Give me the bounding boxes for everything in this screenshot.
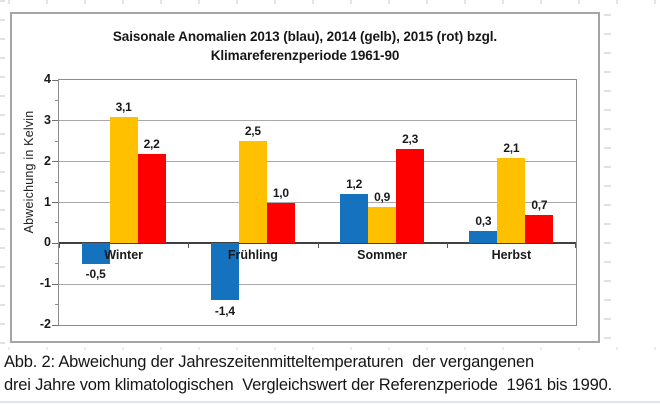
value-label-2015-winter: 2,2: [143, 136, 160, 151]
y-axis-minor-tick: [55, 140, 58, 142]
y-tick-label: -2: [39, 317, 51, 331]
y-axis-major-tick: [52, 283, 58, 285]
y-tick-label: 4: [44, 72, 51, 86]
y-axis-major-tick: [52, 79, 58, 81]
y-axis-major-tick: [52, 324, 58, 326]
chart-frame: Saisonale Anomalien 2013 (blau), 2014 (g…: [10, 12, 600, 343]
y-axis-minor-tick: [55, 99, 58, 101]
gridline: [59, 202, 576, 203]
value-label-2014-herbst: 2,1: [503, 140, 520, 155]
figure-caption-line2: drei Jahre vom klimatologischen Vergleic…: [4, 376, 612, 394]
bar-2014-frühling: [238, 141, 267, 244]
value-label-2013-winter: -0,5: [85, 266, 106, 281]
chart-title-line1: Saisonale Anomalien 2013 (blau), 2014 (g…: [112, 29, 498, 44]
x-axis-tick: [317, 243, 319, 249]
bar-2014-herbst: [497, 157, 526, 244]
y-tick-label: 0: [44, 235, 51, 250]
bar-2015-sommer: [396, 149, 425, 244]
value-label-2014-frühling: 2,5: [244, 124, 261, 139]
y-axis-major-tick: [52, 202, 58, 203]
y-tick-label: 3: [44, 112, 51, 127]
chart-title-line2: Klimareferenzperiode 1961-90: [210, 48, 400, 63]
category-label-sommer: Sommer: [357, 248, 408, 263]
category-label-herbst: Herbst: [491, 248, 532, 263]
value-label-2014-winter: 3,1: [115, 99, 132, 114]
value-label-2015-sommer: 2,3: [402, 132, 419, 147]
bar-2013-frühling: [210, 243, 239, 301]
y-axis-minor-tick: [55, 263, 58, 265]
y-axis-major-tick: [52, 242, 58, 244]
x-axis-tick: [59, 243, 60, 249]
value-label-2015-herbst: 0,7: [531, 197, 548, 212]
figure-caption: Abb. 2: Abweichung der Jahreszeitenmitte…: [4, 351, 660, 397]
plot-area: 4 3 2 1 0 -1 -2 -0,5 -1,4 1,2 0,3 3,1 2,5 0,9 2,1 2,2 1,…: [40, 72, 577, 331]
background-grid-top: [8, 0, 656, 4]
x-axis-tick: [188, 243, 190, 249]
gridline: [59, 283, 576, 285]
y-axis-minor-tick: [55, 304, 58, 306]
chart-title: Saisonale Anomalien 2013 (blau), 2014 (g…: [12, 27, 598, 65]
background-grid-middle: [8, 347, 656, 350]
bar-2015-winter: [137, 153, 166, 244]
value-label-2013-sommer: 1,2: [346, 177, 363, 192]
bar-2014-sommer: [368, 206, 397, 244]
value-label-2013-frühling: -1,4: [214, 303, 235, 318]
y-tick-label: 2: [44, 153, 51, 168]
bar-2013-herbst: [469, 231, 498, 244]
y-axis-minor-tick: [55, 222, 58, 224]
category-label-winter: Winter: [104, 248, 144, 263]
y-tick-label: 1: [44, 194, 51, 209]
bar-2015-herbst: [525, 214, 554, 244]
bar-2014-winter: [109, 116, 138, 244]
y-tick-label: -1: [39, 276, 51, 291]
figure-caption-line1: Abb. 2: Abweichung der Jahreszeitenmitte…: [4, 353, 534, 371]
page-bottom-line: [0, 401, 660, 403]
value-label-2015-frühling: 1,0: [272, 185, 289, 200]
category-label-frühling: Frühling: [227, 248, 278, 263]
bar-2013-winter: [81, 243, 110, 264]
background-grid-right: [604, 14, 611, 346]
gridline: [59, 161, 576, 163]
bar-2013-sommer: [340, 194, 369, 244]
y-axis-major-tick: [52, 120, 58, 122]
value-label-2013-herbst: 0,3: [475, 214, 492, 229]
gridline: [59, 120, 576, 122]
value-label-2014-sommer: 0,9: [374, 189, 391, 204]
x-axis-tick: [575, 243, 576, 249]
y-axis-minor-tick: [55, 181, 58, 183]
x-axis-tick: [446, 243, 448, 249]
bar-2015-frühling: [266, 202, 295, 244]
background-grid-left: [0, 0, 5, 346]
y-axis-major-tick: [52, 161, 58, 163]
